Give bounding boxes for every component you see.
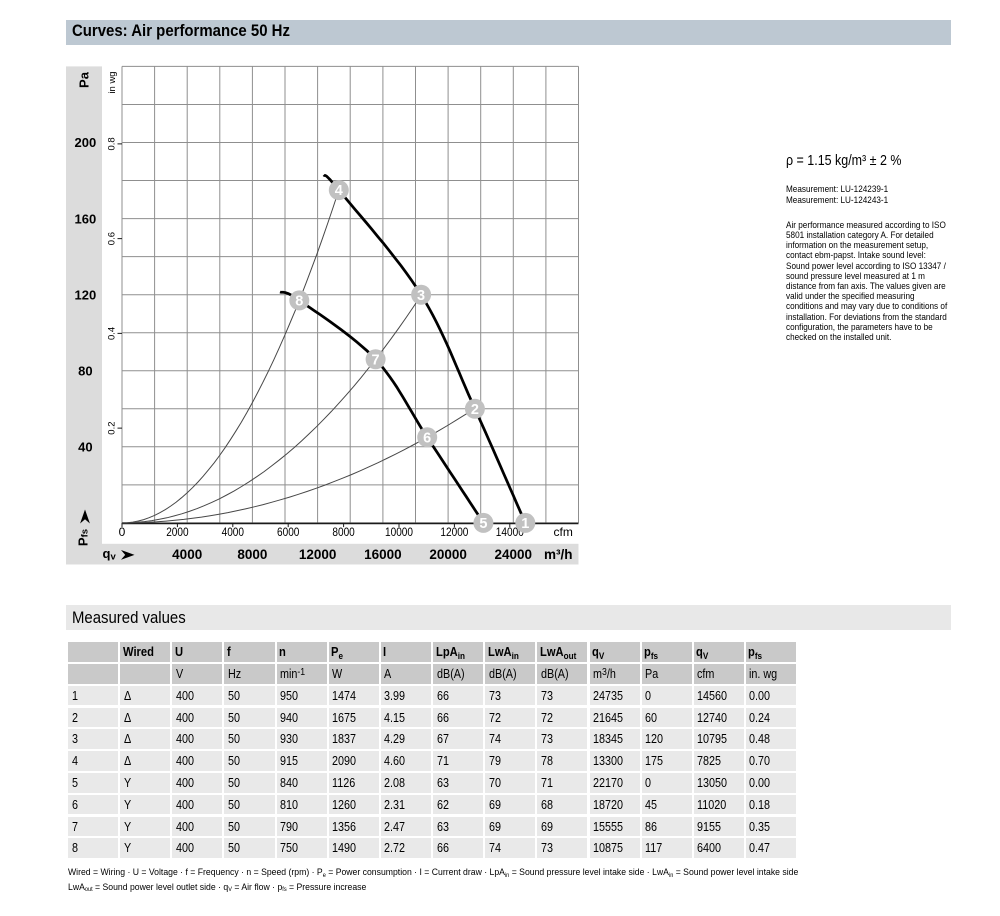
- svg-text:2: 2: [471, 402, 479, 418]
- svg-text:4000: 4000: [172, 547, 202, 562]
- svg-text:8000: 8000: [332, 525, 355, 539]
- svg-text:10000: 10000: [385, 525, 413, 539]
- svg-text:24000: 24000: [495, 547, 533, 562]
- svg-text:20000: 20000: [429, 547, 467, 562]
- svg-text:160: 160: [75, 211, 97, 226]
- svg-text:40: 40: [78, 440, 92, 455]
- svg-text:0.4: 0.4: [107, 327, 118, 340]
- svg-text:m³/h: m³/h: [544, 547, 573, 562]
- svg-text:Pfs: Pfs: [75, 529, 90, 546]
- svg-text:0.2: 0.2: [107, 421, 118, 434]
- svg-text:6000: 6000: [277, 525, 300, 539]
- svg-text:0.8: 0.8: [107, 137, 118, 150]
- svg-text:cfm: cfm: [554, 525, 573, 539]
- svg-text:4: 4: [335, 183, 343, 199]
- svg-text:0.6: 0.6: [107, 232, 118, 245]
- svg-text:200: 200: [75, 135, 97, 150]
- svg-text:in wg: in wg: [107, 71, 118, 93]
- svg-text:120: 120: [75, 287, 97, 302]
- svg-text:6: 6: [423, 430, 431, 446]
- svg-text:12000: 12000: [440, 525, 468, 539]
- svg-text:16000: 16000: [364, 547, 402, 562]
- svg-text:80: 80: [78, 363, 92, 378]
- svg-text:4000: 4000: [222, 525, 245, 539]
- svg-text:0: 0: [119, 525, 126, 539]
- svg-text:8000: 8000: [237, 547, 267, 562]
- svg-text:5: 5: [479, 516, 487, 532]
- svg-text:7: 7: [372, 352, 380, 368]
- svg-text:12000: 12000: [299, 547, 337, 562]
- svg-text:8: 8: [295, 294, 303, 310]
- svg-text:3: 3: [417, 288, 425, 304]
- svg-text:1: 1: [521, 516, 529, 532]
- svg-text:2000: 2000: [166, 525, 189, 539]
- svg-text:Pa: Pa: [77, 71, 92, 88]
